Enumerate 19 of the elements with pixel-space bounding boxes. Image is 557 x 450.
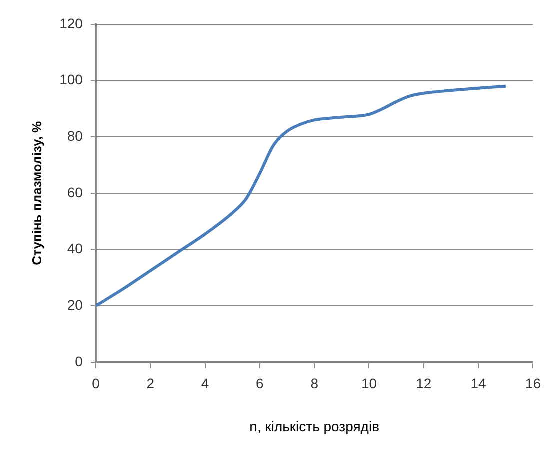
y-tick-label: 40 [67,240,84,257]
y-tick-label: 120 [60,15,84,32]
line-series [96,84,508,308]
y-tick-label: 60 [67,184,84,200]
y-tick-label: 80 [67,128,84,144]
y-tick-label: 100 [60,72,84,88]
x-axis-title: n, кількість розрядів [250,418,380,434]
x-tick-label: 14 [470,376,487,392]
y-axis-title: Ступінь плазмолізу, % [29,120,44,266]
x-tick-label: 6 [256,376,264,392]
x-tick-label: 10 [361,376,378,392]
x-tick-label: 12 [416,376,432,392]
x-tick-label: 16 [525,376,542,392]
x-tick-label: 2 [146,376,155,392]
y-tick-label: 0 [75,353,84,370]
y-tick-label: 20 [67,296,84,313]
x-tick-label: 0 [92,376,100,392]
x-tick-label: 8 [310,376,319,392]
x-tick-label: 4 [201,376,210,392]
